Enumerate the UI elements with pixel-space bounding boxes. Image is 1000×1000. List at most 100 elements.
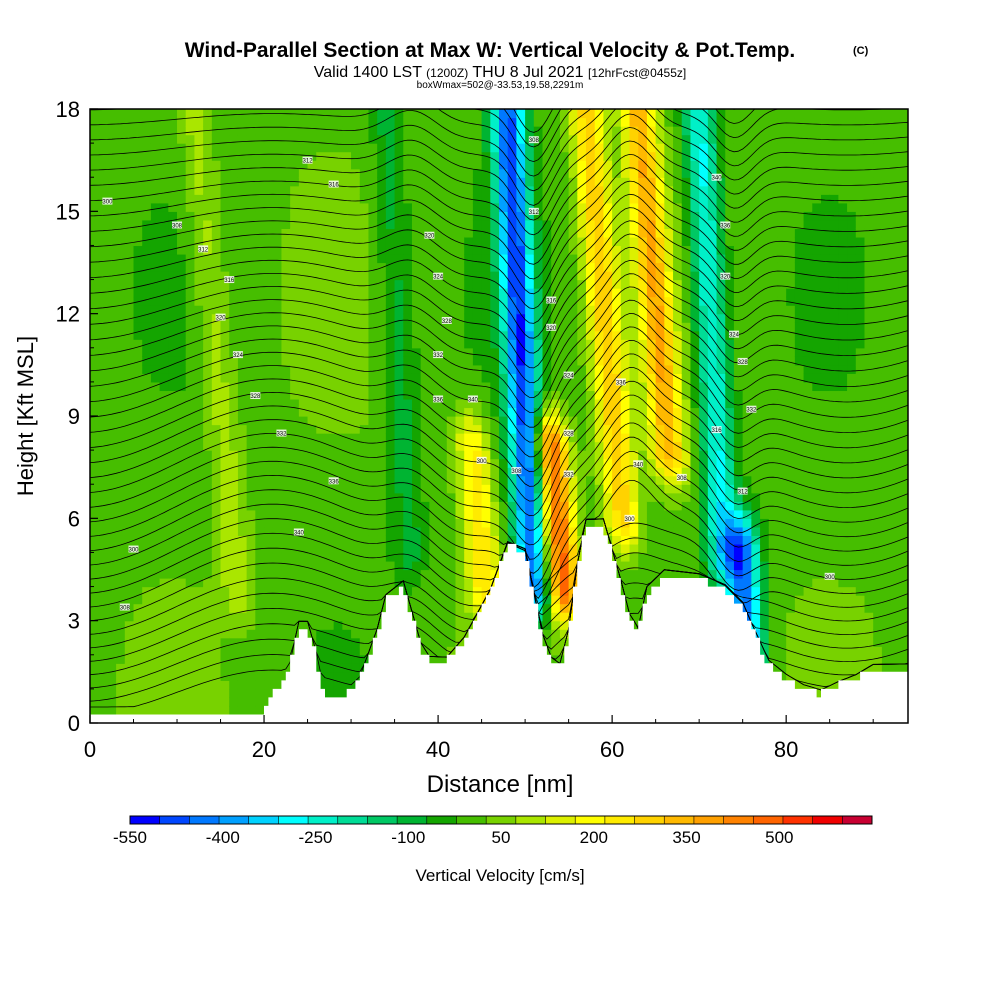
velocity-cell bbox=[525, 518, 535, 528]
velocity-cell bbox=[612, 279, 622, 289]
velocity-cell bbox=[324, 373, 335, 383]
velocity-cell bbox=[429, 236, 439, 247]
velocity-cell bbox=[385, 569, 396, 579]
velocity-cell bbox=[559, 620, 570, 630]
velocity-cell bbox=[481, 475, 491, 485]
velocity-cell bbox=[133, 296, 143, 306]
velocity-cell bbox=[429, 117, 439, 127]
velocity-cell bbox=[177, 245, 187, 255]
velocity-cell bbox=[211, 151, 222, 161]
velocity-cell bbox=[542, 407, 552, 417]
velocity-cell bbox=[342, 288, 352, 298]
velocity-cell bbox=[490, 262, 500, 272]
velocity-cell bbox=[150, 629, 161, 639]
velocity-cell bbox=[290, 484, 300, 494]
velocity-cell bbox=[272, 117, 283, 127]
velocity-cell bbox=[655, 262, 665, 272]
velocity-cell bbox=[516, 168, 526, 178]
velocity-cell bbox=[516, 381, 526, 392]
velocity-cell bbox=[516, 228, 526, 238]
velocity-cell bbox=[620, 398, 631, 409]
velocity-cell bbox=[90, 620, 100, 630]
velocity-cell bbox=[272, 680, 283, 690]
velocity-cell bbox=[472, 177, 483, 187]
velocity-cell bbox=[420, 552, 430, 562]
velocity-cell bbox=[559, 109, 570, 119]
velocity-cell bbox=[490, 271, 500, 281]
velocity-cell bbox=[681, 424, 692, 434]
velocity-cell bbox=[211, 373, 222, 383]
velocity-cell bbox=[159, 612, 169, 622]
velocity-cell bbox=[499, 492, 509, 502]
velocity-cell bbox=[124, 211, 135, 221]
velocity-cell bbox=[264, 398, 274, 409]
velocity-cell bbox=[159, 228, 169, 238]
velocity-cell bbox=[90, 535, 100, 545]
velocity-cell bbox=[290, 416, 300, 426]
velocity-cell bbox=[507, 458, 517, 468]
velocity-cell bbox=[255, 168, 265, 178]
velocity-cell bbox=[603, 228, 613, 238]
velocity-cell bbox=[150, 177, 161, 187]
velocity-cell bbox=[359, 398, 370, 409]
velocity-cell bbox=[203, 194, 213, 204]
velocity-cell bbox=[403, 356, 413, 366]
velocity-cell bbox=[168, 160, 178, 170]
velocity-cell bbox=[133, 211, 143, 221]
velocity-cell bbox=[290, 313, 300, 323]
velocity-cell bbox=[211, 595, 222, 605]
velocity-cell bbox=[220, 543, 230, 554]
velocity-cell bbox=[351, 347, 361, 357]
velocity-cell bbox=[481, 467, 491, 477]
velocity-cell bbox=[194, 253, 204, 264]
velocity-cell bbox=[220, 253, 230, 264]
velocity-cell bbox=[620, 458, 631, 468]
velocity-cell bbox=[142, 296, 152, 306]
velocity-cell bbox=[533, 620, 544, 630]
velocity-cell bbox=[168, 279, 178, 289]
velocity-cell bbox=[246, 219, 256, 229]
velocity-cell bbox=[142, 271, 152, 281]
velocity-cell bbox=[403, 305, 413, 315]
velocity-cell bbox=[177, 501, 187, 511]
velocity-cell bbox=[516, 109, 526, 119]
velocity-cell bbox=[638, 526, 648, 536]
velocity-cell bbox=[525, 398, 535, 409]
velocity-cell bbox=[681, 219, 692, 229]
velocity-cell bbox=[177, 578, 187, 588]
velocity-cell bbox=[559, 398, 570, 409]
velocity-cell bbox=[342, 296, 352, 306]
velocity-cell bbox=[594, 509, 605, 519]
velocity-cell bbox=[142, 467, 152, 477]
velocity-cell bbox=[194, 484, 204, 494]
velocity-cell bbox=[116, 143, 126, 153]
velocity-cell bbox=[681, 202, 692, 212]
velocity-cell bbox=[316, 168, 326, 178]
velocity-cell bbox=[499, 160, 509, 170]
velocity-cell bbox=[159, 492, 169, 502]
velocity-cell bbox=[420, 245, 430, 255]
velocity-cell bbox=[603, 134, 613, 144]
velocity-cell bbox=[116, 569, 126, 579]
velocity-cell bbox=[159, 654, 169, 664]
velocity-cell bbox=[290, 467, 300, 477]
velocity-cell bbox=[220, 603, 230, 613]
velocity-cell bbox=[446, 356, 457, 366]
velocity-cell bbox=[255, 134, 265, 144]
velocity-cell bbox=[316, 629, 326, 639]
velocity-cell bbox=[420, 381, 430, 392]
velocity-cell bbox=[429, 245, 439, 255]
velocity-cell bbox=[203, 526, 213, 536]
velocity-cell bbox=[168, 543, 178, 554]
velocity-cell bbox=[577, 467, 587, 477]
velocity-cell bbox=[490, 450, 500, 460]
velocity-cell bbox=[655, 194, 665, 204]
velocity-cell bbox=[603, 501, 613, 511]
velocity-cell bbox=[664, 509, 674, 519]
velocity-cell bbox=[203, 688, 213, 699]
velocity-cell bbox=[472, 364, 483, 374]
velocity-cell bbox=[533, 271, 544, 281]
velocity-cell bbox=[403, 603, 413, 613]
velocity-cell bbox=[324, 518, 335, 528]
velocity-cell bbox=[211, 424, 222, 434]
